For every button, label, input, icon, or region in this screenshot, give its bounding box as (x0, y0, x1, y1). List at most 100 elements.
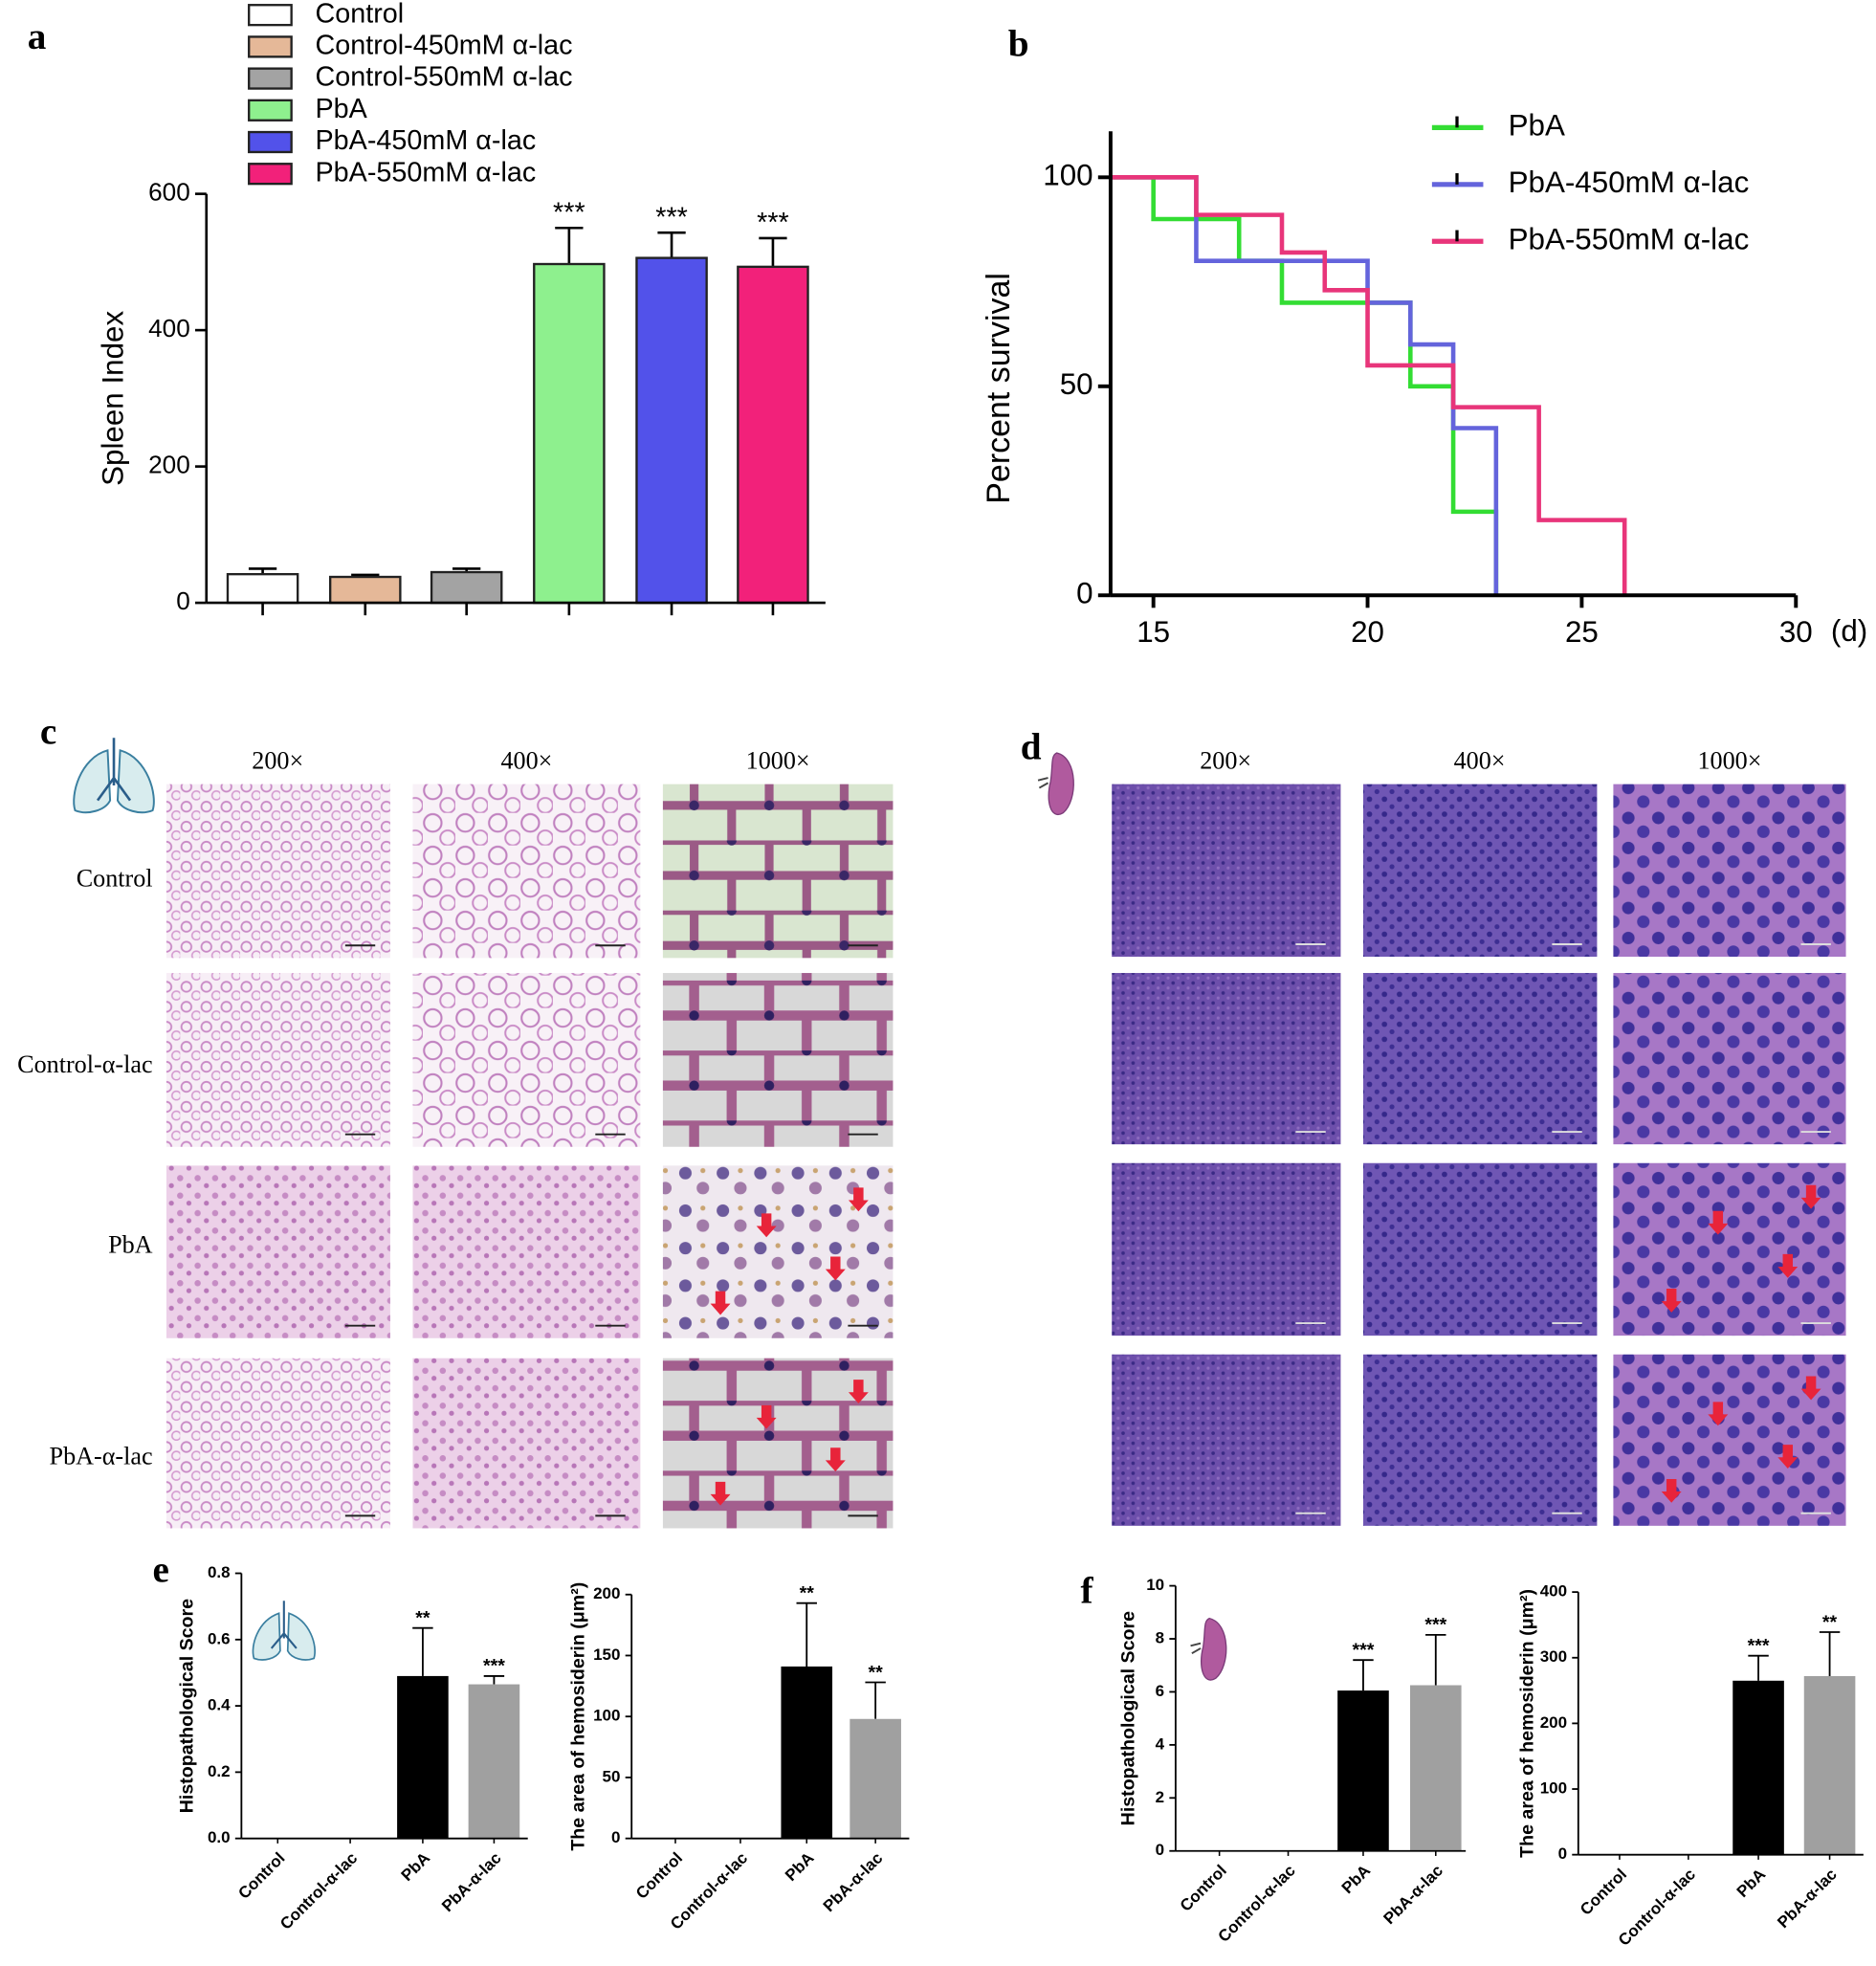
panel-label: f (1081, 1571, 1094, 1612)
panel-label: c (40, 712, 56, 753)
bar (533, 262, 606, 605)
micrograph (662, 973, 894, 1147)
micrograph (412, 784, 641, 959)
arrow (1661, 1288, 1682, 1313)
legend-label: Control (315, 0, 404, 29)
significance-label: *** (1424, 1615, 1446, 1636)
x-tick-label: Control (234, 1849, 288, 1903)
y-axis-label: Histopathological Score (176, 1599, 197, 1813)
micrograph (1362, 784, 1598, 958)
arrow (756, 1404, 777, 1429)
x-tick-label: Control (1577, 1866, 1630, 1919)
y-tick-label: 4 (1156, 1734, 1165, 1753)
arrow (1800, 1184, 1821, 1209)
y-tick-label: 0.2 (208, 1762, 231, 1780)
legend-swatch (248, 67, 293, 90)
group-label: PbA-α-lac (50, 1442, 153, 1469)
y-tick-label: 50 (1060, 367, 1093, 401)
legend-label: PbA (1509, 109, 1565, 143)
arrow (1708, 1210, 1729, 1235)
micrograph (1613, 973, 1846, 1145)
legend-label: PbA-550mM α-lac (315, 157, 536, 188)
legend-label: PbA-550mM α-lac (1509, 223, 1750, 256)
micrograph (1362, 1162, 1598, 1336)
arrow (1777, 1253, 1799, 1278)
significance-label: *** (553, 197, 585, 228)
bar (1337, 1690, 1389, 1851)
significance-label: ** (800, 1582, 815, 1603)
x-tick-label: 15 (1137, 615, 1170, 649)
y-axis-label: The area of hemosiderin (μm²) (1517, 1589, 1538, 1858)
bar (850, 1718, 901, 1839)
arrow (1661, 1478, 1682, 1503)
micrograph (1112, 1354, 1341, 1526)
y-tick-label: 8 (1156, 1629, 1164, 1647)
y-tick-label: 6 (1156, 1682, 1164, 1700)
x-tick-label: PbA-α-lac (820, 1849, 887, 1916)
arrow (710, 1481, 731, 1506)
y-tick-label: 0 (1076, 577, 1092, 610)
bar (226, 572, 299, 605)
legend-swatch (248, 99, 293, 121)
y-tick-label: 200 (1540, 1713, 1567, 1732)
y-tick-label: 0.6 (208, 1629, 231, 1647)
arrow (710, 1291, 731, 1315)
panel-label: e (153, 1550, 169, 1591)
panel-label: b (1008, 24, 1029, 65)
x-tick-label: Control-α-lac (276, 1849, 361, 1933)
y-tick-label: 100 (593, 1707, 620, 1725)
y-tick-label: 100 (1540, 1779, 1567, 1798)
x-tick-label: PbA (1338, 1862, 1374, 1897)
group-label: Control-α-lac (17, 1050, 152, 1078)
bar (328, 575, 402, 605)
panel-label: d (1021, 726, 1042, 767)
magnification-label: 200× (1200, 746, 1251, 774)
y-tick-label: 0 (176, 586, 190, 615)
arrow (825, 1447, 846, 1472)
micrograph (1362, 973, 1598, 1145)
x-tick-label: PbA (1733, 1866, 1769, 1901)
y-tick-label: 400 (1540, 1582, 1567, 1601)
arrow (756, 1213, 777, 1238)
x-tick-label: PbA-α-lac (1379, 1862, 1446, 1929)
x-tick-label: Control (632, 1849, 686, 1903)
y-axis-label: Percent survival (981, 273, 1017, 504)
micrograph (412, 1165, 641, 1338)
bar (781, 1666, 833, 1839)
x-tick-label: 25 (1565, 615, 1599, 649)
legend-label: Control-450mM α-lac (315, 30, 572, 60)
x-tick-label: PbA-α-lac (438, 1849, 505, 1916)
magnification-label: 1000× (1697, 746, 1761, 774)
x-tick-label: PbA (782, 1849, 817, 1885)
micrograph (1112, 784, 1341, 958)
significance-label: ** (869, 1662, 884, 1683)
legend-swatch (248, 4, 293, 27)
micrograph (1112, 1162, 1341, 1336)
micrograph (166, 784, 390, 959)
micrograph (166, 973, 390, 1147)
arrow (1777, 1445, 1799, 1469)
legend-label: PbA-450mM α-lac (1509, 166, 1750, 199)
spleen-icon (1190, 1617, 1227, 1681)
x-axis-label: (d) (1831, 614, 1867, 648)
legend-label: PbA-450mM α-lac (315, 125, 536, 156)
micrograph (412, 973, 641, 1147)
y-tick-label: 400 (148, 314, 190, 342)
micrograph (1112, 973, 1341, 1145)
x-tick-label: PbA-α-lac (1774, 1866, 1841, 1933)
bar (1409, 1685, 1462, 1851)
y-tick-label: 0.8 (208, 1563, 231, 1581)
y-tick-label: 2 (1156, 1788, 1164, 1806)
survival-line (1110, 175, 1627, 596)
survival-line (1110, 175, 1499, 596)
legend-label: Control-550mM α-lac (315, 62, 572, 93)
y-tick-label: 0.0 (208, 1828, 231, 1846)
y-tick-label: 0 (1558, 1845, 1567, 1863)
y-tick-label: 300 (1540, 1647, 1567, 1666)
bar (737, 265, 809, 605)
legend-swatch (248, 163, 293, 186)
y-tick-label: 0 (611, 1828, 620, 1846)
y-tick-label: 600 (148, 178, 190, 207)
